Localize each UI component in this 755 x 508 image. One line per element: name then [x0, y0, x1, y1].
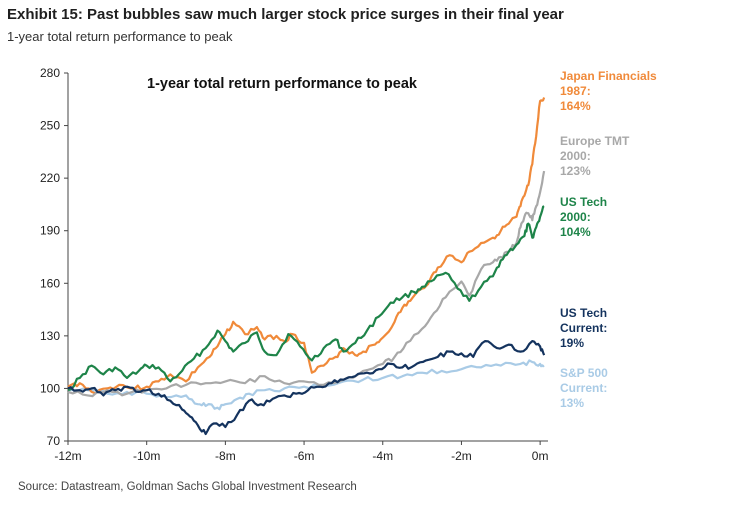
series-label: 104% [560, 225, 591, 239]
y-tick-label: 70 [47, 434, 61, 448]
x-axis: -12m -10m -8m -6m -4m -2m 0m [54, 441, 548, 463]
x-tick-label: -2m [451, 449, 472, 463]
x-tick-label: -10m [133, 449, 160, 463]
x-tick-label: 0m [532, 449, 549, 463]
x-tick-label: -4m [372, 449, 393, 463]
y-tick-label: 220 [40, 171, 60, 185]
series-label: 164% [560, 99, 591, 113]
y-tick-label: 130 [40, 329, 60, 343]
series-label: Japan Financials [560, 69, 657, 83]
x-tick-label: -8m [215, 449, 236, 463]
exhibit-title: Exhibit 15: Past bubbles saw much larger… [7, 6, 564, 23]
x-tick-label: -6m [294, 449, 315, 463]
exhibit-subtitle: 1-year total return performance to peak [7, 29, 233, 44]
series-line [67, 97, 546, 395]
series-line [67, 340, 546, 436]
y-tick-label: 190 [40, 224, 60, 238]
series-label: S&P 500 [560, 366, 608, 380]
series-label: 2000: [560, 149, 591, 163]
series-label: Europe TMT [560, 134, 630, 148]
series-label: 1987: [560, 84, 591, 98]
y-axis: 70 100 130 160 190 220 250 280 [40, 66, 68, 448]
y-tick-label: 160 [40, 276, 60, 290]
x-tick-label: -12m [54, 449, 81, 463]
series-label: US Tech [560, 306, 607, 320]
y-tick-label: 100 [40, 381, 60, 395]
series-label: 19% [560, 336, 584, 350]
y-tick-label: 280 [40, 66, 60, 80]
series-line [67, 170, 546, 398]
series-line [67, 359, 545, 411]
series-line [67, 205, 545, 392]
series-label: US Tech [560, 195, 607, 209]
series-lines [67, 97, 546, 436]
series-label: 13% [560, 396, 584, 410]
series-label: 2000: [560, 210, 591, 224]
chart-title: 1-year total return performance to peak [147, 76, 418, 92]
series-label: 123% [560, 164, 591, 178]
source-note: Source: Datastream, Goldman Sachs Global… [18, 481, 357, 493]
series-label: Current: [560, 321, 607, 335]
series-label: Current: [560, 381, 607, 395]
y-tick-label: 250 [40, 119, 60, 133]
plot-frame [67, 73, 548, 442]
